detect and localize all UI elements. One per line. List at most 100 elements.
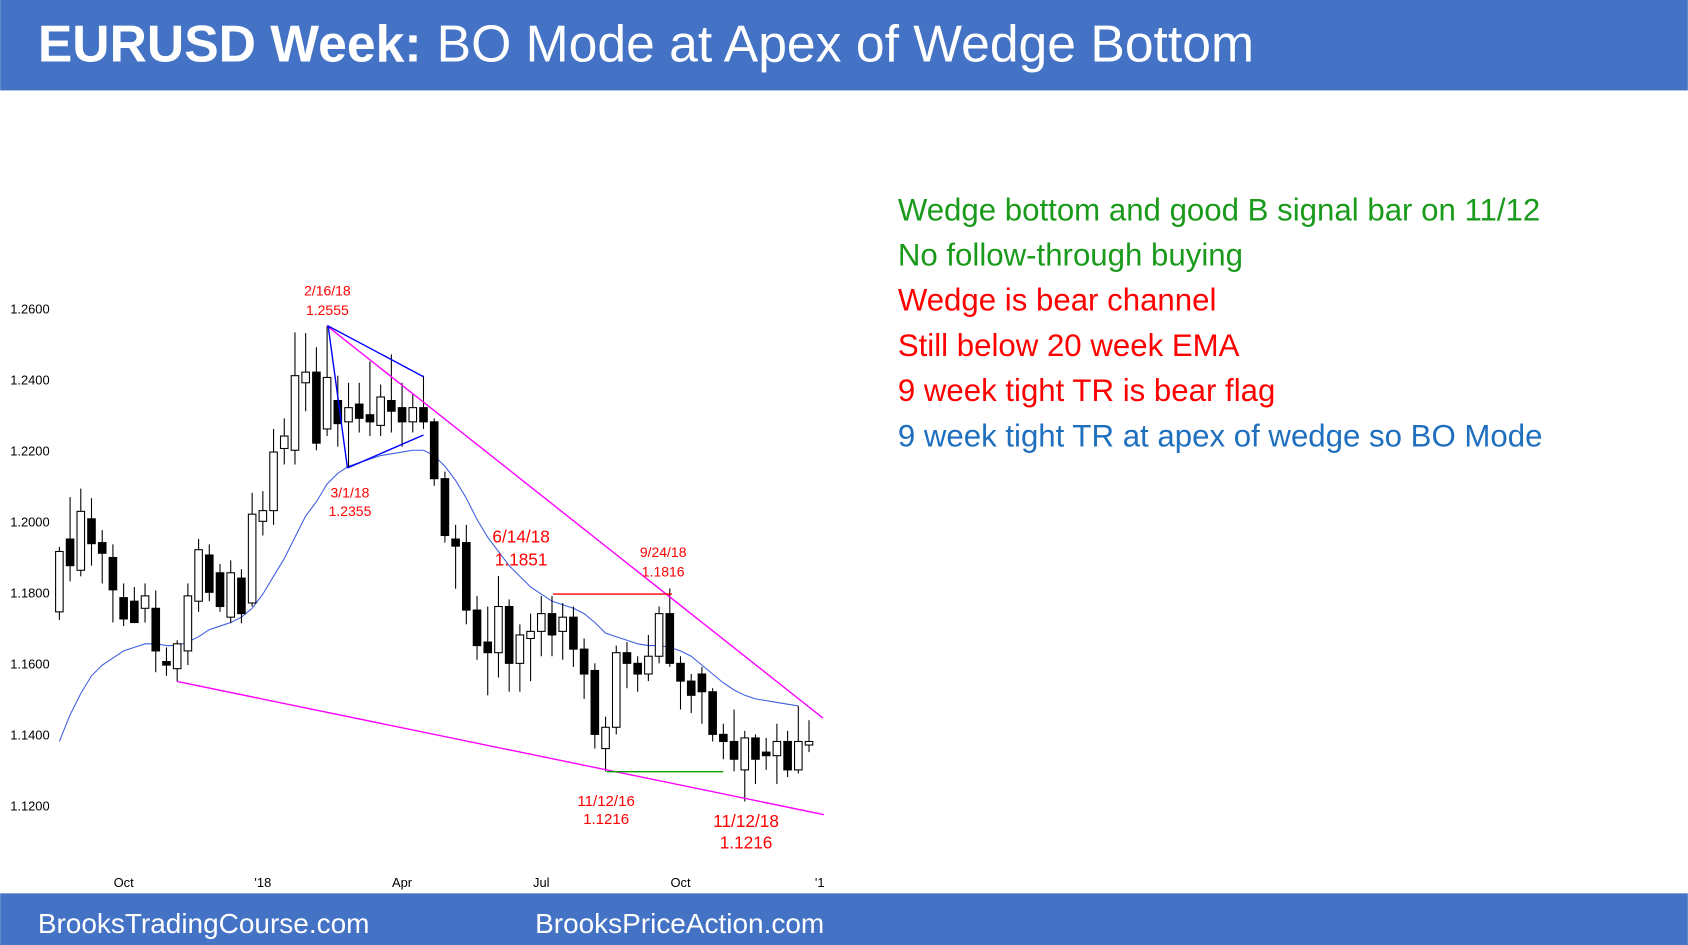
candle-body bbox=[590, 669, 600, 735]
y-tick-label: 1.1800 bbox=[10, 585, 49, 600]
candle-body bbox=[397, 407, 407, 423]
annotation-date: 9/24/18 bbox=[640, 544, 687, 560]
candle-body bbox=[312, 371, 321, 444]
note: No follow-through buying bbox=[898, 237, 1243, 272]
header-bar bbox=[0, 0, 1688, 91]
candle-body bbox=[419, 407, 428, 423]
title-rest: BO Mode at Apex of Wedge Bottom bbox=[437, 14, 1254, 72]
candle-body bbox=[365, 414, 375, 423]
candle-body bbox=[611, 652, 621, 728]
candle-body bbox=[579, 648, 589, 675]
candle-body bbox=[515, 634, 525, 664]
x-tick-label: Apr bbox=[392, 875, 413, 890]
annotation-price: 1.1216 bbox=[583, 811, 629, 828]
annotation-date: 3/1/18 bbox=[331, 485, 370, 501]
candle-body bbox=[526, 630, 535, 640]
candle-body bbox=[654, 613, 664, 657]
candle-body bbox=[130, 600, 139, 624]
note: 9 week tight TR at apex of wedge so BO M… bbox=[898, 418, 1543, 453]
annotation-date: 11/12/16 bbox=[577, 793, 634, 810]
candle-body bbox=[504, 605, 514, 664]
candle-body bbox=[472, 609, 482, 647]
candle-body bbox=[97, 542, 107, 554]
candle-body bbox=[151, 607, 161, 652]
candle-body bbox=[376, 396, 385, 426]
candle-body bbox=[804, 740, 814, 746]
x-tick-label: Jul bbox=[533, 875, 550, 890]
trend-line bbox=[177, 680, 825, 816]
annotation-date: 6/14/18 bbox=[492, 527, 549, 547]
candle-body bbox=[237, 577, 246, 615]
y-tick-label: 1.1600 bbox=[10, 657, 49, 672]
candle-body bbox=[569, 616, 578, 650]
candle-body bbox=[226, 572, 236, 618]
y-tick-label: 1.2600 bbox=[10, 301, 49, 316]
x-tick-label: '18 bbox=[254, 875, 271, 890]
candle-body bbox=[644, 655, 653, 675]
note: Wedge is bear channel bbox=[898, 283, 1217, 318]
candle-body bbox=[697, 673, 707, 693]
candle-body bbox=[204, 554, 214, 593]
candle-body bbox=[183, 595, 193, 652]
candle-body bbox=[322, 376, 332, 430]
candle-body bbox=[729, 740, 739, 760]
annotation-price: 1.1216 bbox=[720, 832, 773, 852]
candle-body bbox=[408, 407, 418, 423]
candle-body bbox=[65, 538, 75, 567]
footer-left: BrooksTradingCourse.com bbox=[38, 908, 370, 939]
annotation-date: 2/16/18 bbox=[304, 282, 351, 298]
note: 9 week tight TR is bear flag bbox=[898, 373, 1276, 408]
ema-line bbox=[58, 449, 799, 742]
candle-body bbox=[194, 549, 203, 602]
candle-body bbox=[686, 680, 696, 696]
candle-body bbox=[665, 613, 675, 664]
candle-body bbox=[751, 737, 760, 760]
candle-body bbox=[215, 572, 225, 608]
x-tick-label: Oct bbox=[670, 875, 690, 890]
candle-body bbox=[258, 510, 268, 522]
candle-body bbox=[558, 616, 568, 632]
candle-body bbox=[344, 407, 353, 423]
annotation-price: 1.2355 bbox=[329, 503, 372, 519]
candle-body bbox=[451, 538, 460, 547]
candle-body bbox=[761, 751, 771, 757]
candle-body bbox=[108, 556, 118, 591]
candle-body bbox=[676, 662, 685, 682]
trend-line bbox=[327, 324, 424, 469]
candle-body bbox=[462, 542, 471, 611]
candle-body bbox=[119, 597, 128, 620]
annotation-price: 1.1851 bbox=[495, 549, 548, 569]
footer-right: BrooksPriceAction.com bbox=[535, 908, 824, 939]
y-tick-label: 1.2000 bbox=[10, 514, 49, 529]
candle-body bbox=[740, 737, 750, 771]
y-tick-label: 1.1400 bbox=[10, 728, 49, 743]
footer-bar bbox=[0, 893, 1688, 945]
candle-body bbox=[301, 371, 310, 384]
note: Wedge bottom and good B signal bar on 11… bbox=[898, 192, 1540, 227]
candle-body bbox=[622, 652, 632, 664]
candle-body bbox=[247, 513, 257, 604]
candle-body bbox=[601, 726, 610, 750]
candle-body bbox=[87, 518, 96, 545]
annotation-price: 1.1816 bbox=[642, 563, 685, 579]
candle-body bbox=[719, 733, 728, 743]
title-bold: EURUSD Week: bbox=[38, 14, 422, 72]
candle-body bbox=[140, 595, 150, 609]
candle-body bbox=[633, 662, 642, 675]
candle-body bbox=[794, 740, 803, 771]
candle-body bbox=[440, 478, 450, 537]
candle-body bbox=[279, 435, 289, 450]
y-tick-label: 1.1200 bbox=[10, 799, 49, 814]
candle-body bbox=[172, 643, 182, 670]
trend-line bbox=[347, 434, 424, 469]
candle-body bbox=[162, 661, 171, 666]
candle-body bbox=[783, 740, 792, 771]
candle-body bbox=[708, 691, 717, 735]
trend-line bbox=[326, 325, 824, 719]
candle-body bbox=[536, 613, 546, 632]
candle-body bbox=[76, 510, 86, 571]
y-tick-label: 1.2400 bbox=[10, 372, 49, 387]
candle-body bbox=[290, 375, 300, 451]
